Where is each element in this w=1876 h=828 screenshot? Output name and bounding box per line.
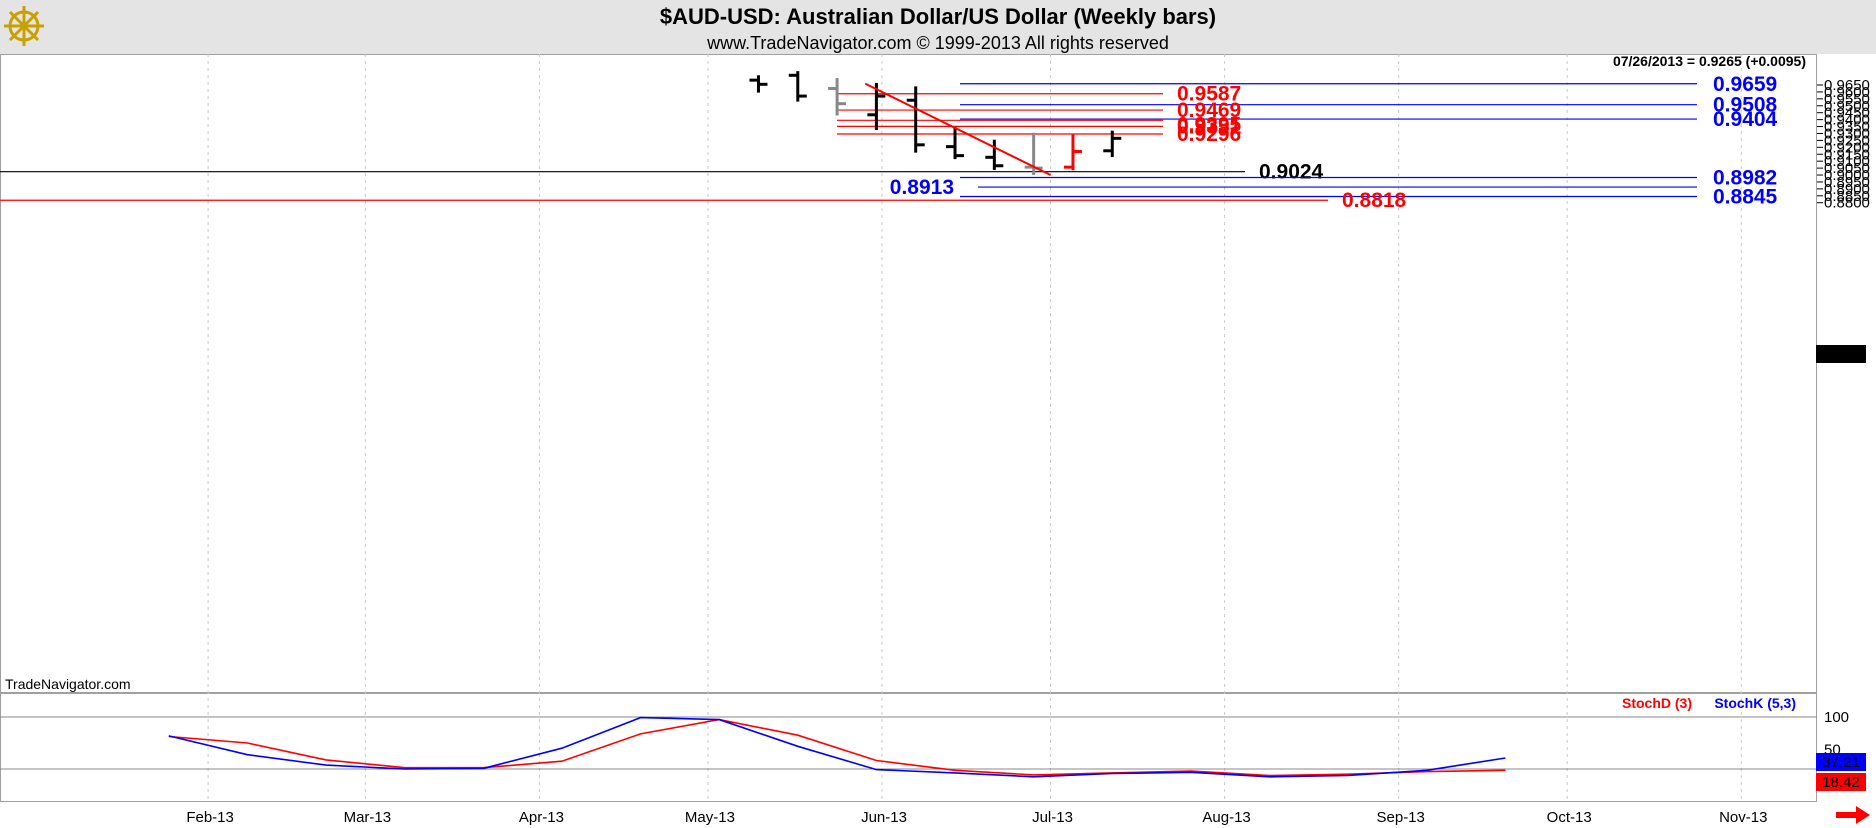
stoch-k-tag bbox=[1816, 753, 1866, 771]
y-tick-label: 0.9450 bbox=[1824, 105, 1870, 122]
x-tick-label: Feb-13 bbox=[186, 809, 234, 826]
level-label: 0.8913 bbox=[890, 176, 954, 199]
stoch-k-value: 37.21 bbox=[1822, 754, 1860, 771]
trendline-group bbox=[864, 82, 1051, 176]
right-axis-band bbox=[1817, 54, 1876, 828]
x-tick-label: Jul-13 bbox=[1032, 809, 1073, 826]
level-label: 0.9508 bbox=[1713, 94, 1778, 117]
y-tick-label: 0.9350 bbox=[1824, 119, 1870, 136]
y-tick-label: 0.8800 bbox=[1824, 195, 1870, 212]
y-tick-label: 0.8950 bbox=[1824, 174, 1870, 191]
y-tick-label: 0.9300 bbox=[1824, 125, 1870, 142]
x-tick-label: Aug-13 bbox=[1202, 809, 1250, 826]
y-tick-label: 0.9550 bbox=[1824, 91, 1870, 108]
y-tick-label: 0.9050 bbox=[1824, 160, 1870, 177]
price-axis-ticks: 0.96500.96000.95500.95000.94500.94000.93… bbox=[1817, 77, 1870, 212]
x-tick-label: Sep-13 bbox=[1377, 809, 1425, 826]
copyright-text: www.TradeNavigator.com © 1999-2013 All r… bbox=[706, 33, 1169, 53]
chart-title: $AUD-USD: Australian Dollar/US Dollar (W… bbox=[660, 4, 1216, 29]
current-price-label: 0.9265 bbox=[1818, 346, 1864, 363]
level-label: 0.9024 bbox=[1259, 161, 1324, 184]
plot-frame bbox=[0, 54, 1817, 802]
current-price-tag bbox=[1816, 345, 1866, 363]
y-tick-label: 0.9100 bbox=[1824, 153, 1870, 170]
y-tick-label: 0.9650 bbox=[1824, 77, 1870, 94]
level-label: 0.9587 bbox=[1177, 83, 1241, 106]
level-label: 0.8845 bbox=[1713, 185, 1778, 208]
x-tick-label: Jun-13 bbox=[861, 809, 907, 826]
level-label: 0.9296 bbox=[1177, 123, 1241, 146]
date-axis-ticks: Feb-13 Mar-13 Apr-13 May-13 Jun-13 Jul-13 Aug-… bbox=[186, 809, 1767, 826]
y-tick-label: 0.9200 bbox=[1824, 139, 1870, 156]
x-tick-label: Apr-13 bbox=[519, 809, 564, 826]
watermark-text: TradeNavigator.com bbox=[5, 676, 131, 692]
stoch-d-line bbox=[168, 718, 1506, 777]
y-tick-label: 0.9600 bbox=[1824, 84, 1870, 101]
stoch-d-value: 18.42 bbox=[1822, 774, 1860, 791]
level-label: 0.8982 bbox=[1713, 167, 1777, 190]
fibonacci-levels: 0.9659 0.9587 0.9508 0.9469 0.9404 0.93950.93… bbox=[0, 73, 1778, 212]
y-tick-label: 0.9250 bbox=[1824, 132, 1870, 149]
x-tick-label: Nov-13 bbox=[1719, 809, 1767, 826]
stoch-k-line bbox=[168, 716, 1506, 778]
last-quote-text: 07/26/2013 = 0.9265 (+0.0095) bbox=[1613, 53, 1806, 69]
ship-wheel-logo-icon bbox=[4, 6, 44, 46]
y-tick-label: 0.8900 bbox=[1824, 181, 1870, 198]
y-tick-label: 0.9000 bbox=[1824, 167, 1870, 184]
y-tick-label: 0.8850 bbox=[1824, 188, 1870, 205]
level-label: 0.8818 bbox=[1342, 189, 1407, 212]
stoch-d-legend: StochD (3) bbox=[1622, 695, 1692, 711]
level-label: 0.9395 bbox=[1177, 113, 1242, 136]
stoch-d-tag bbox=[1816, 773, 1866, 791]
level-label: 0.9404 bbox=[1713, 108, 1778, 131]
x-tick-label: Mar-13 bbox=[344, 809, 392, 826]
level-label: 0.9351 bbox=[1177, 115, 1242, 138]
x-tick-label: Oct-13 bbox=[1547, 809, 1592, 826]
vertical-grid bbox=[207, 54, 1742, 801]
y-tick-label: 0.9400 bbox=[1824, 112, 1870, 129]
header-band bbox=[0, 0, 1876, 54]
x-tick-label: May-13 bbox=[685, 809, 735, 826]
trendline bbox=[864, 82, 1051, 176]
price-bars bbox=[749, 71, 1122, 176]
stoch-k-legend: StochK (5,3) bbox=[1714, 695, 1796, 711]
y-tick-label: 0.9150 bbox=[1824, 146, 1870, 163]
level-label: 0.9659 bbox=[1713, 73, 1777, 96]
scroll-right-arrow-icon[interactable] bbox=[1836, 806, 1870, 824]
stoch-y-tick: 100 bbox=[1824, 709, 1849, 726]
level-label: 0.9469 bbox=[1177, 99, 1241, 122]
y-tick-label: 0.9500 bbox=[1824, 98, 1870, 115]
